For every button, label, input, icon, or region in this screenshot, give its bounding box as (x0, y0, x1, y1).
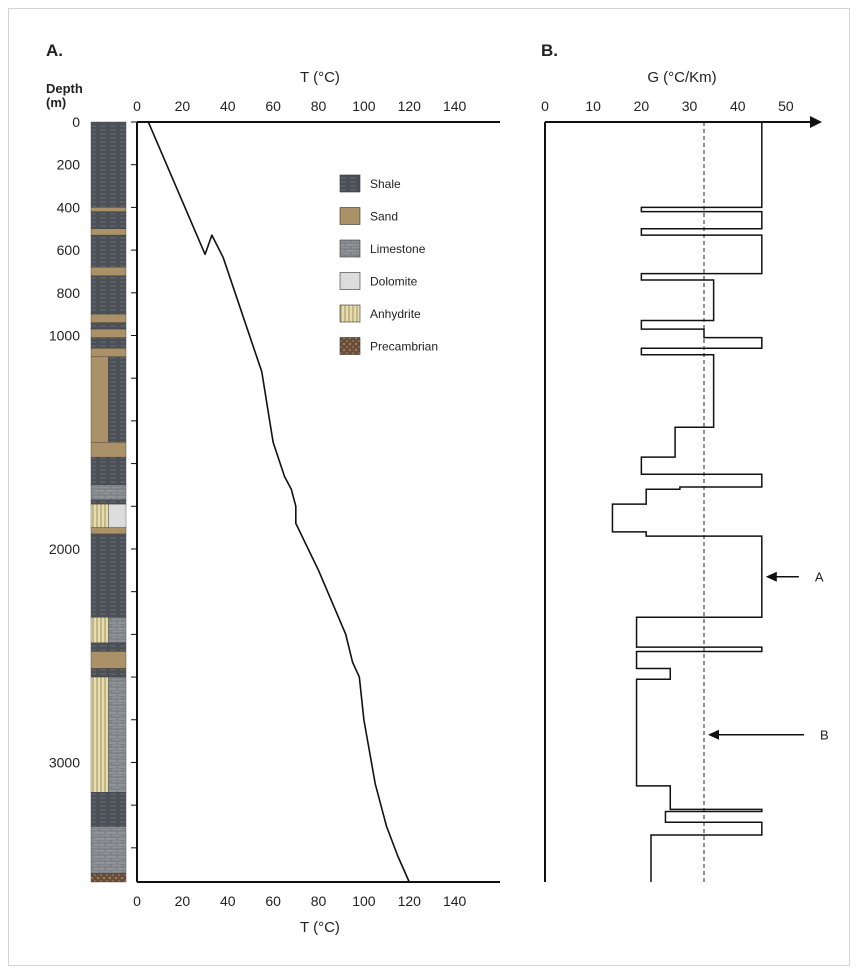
legend-swatch-sand (339, 207, 361, 225)
panel-a-ticks: 0 0 20 20 40 40 60 60 80 80 100 100 120 120 140 140 0 200… (49, 98, 467, 909)
lithology-column (90, 121, 127, 883)
lithology-unit-shale (90, 234, 127, 268)
lithology-unit-sand (90, 313, 127, 323)
gradient-tick-label: 0 (541, 98, 549, 114)
lithology-unit-shale (90, 337, 127, 349)
depth-axis-title-line1: Depth (46, 81, 83, 96)
lithology-unit-sand (90, 328, 127, 338)
depth-tick-label: 2000 (49, 541, 80, 557)
lithology-unit-dolomite (108, 503, 127, 528)
legend-swatch-dolomite (339, 272, 361, 290)
temperature-profile-line (147, 121, 410, 883)
panel-a-axes (136, 121, 500, 883)
lithology-unit-shale (90, 211, 127, 229)
gradient-tick-label: 30 (682, 98, 698, 114)
annotation-label-a: A (815, 570, 824, 585)
temperature-tick-bottom: 20 (175, 893, 191, 909)
lithology-unit-shale (90, 456, 127, 486)
depth-tick-label: 0 (72, 114, 80, 130)
temperature-tick-bottom: 140 (443, 893, 467, 909)
legend-label-shale: Shale (370, 177, 401, 191)
lithology-unit-sand (90, 207, 127, 212)
lithology-unit-anhydrite (90, 617, 109, 644)
legend-label-dolomite: Dolomite (370, 275, 418, 289)
legend-swatch-shale (339, 174, 361, 193)
figure-frame (8, 8, 850, 966)
temperature-tick-bottom: 40 (220, 893, 236, 909)
lithology-unit-sand (90, 266, 127, 276)
temperature-tick-top: 120 (398, 98, 422, 114)
lithology-unit-shale (90, 668, 127, 678)
legend-label-limestone: Limestone (370, 242, 426, 256)
lithology-unit-precambrian (90, 873, 127, 883)
depth-tick-label: 3000 (49, 754, 80, 770)
gradient-step-line (545, 121, 763, 882)
temperature-tick-top: 100 (352, 98, 376, 114)
temperature-tick-top: 40 (220, 98, 236, 114)
annotation-arrowhead-a (765, 571, 777, 582)
gradient-tick-label: 40 (730, 98, 746, 114)
gradient-series (545, 121, 763, 882)
temperature-tick-bottom: 60 (265, 893, 281, 909)
gradient-tick-label: 50 (778, 98, 794, 114)
temperature-tick-top: 20 (175, 98, 191, 114)
gradient-tick-label: 20 (634, 98, 650, 114)
legend-label-anhydrite: Anhydrite (370, 307, 421, 321)
lithology-unit-anhydrite (90, 676, 109, 793)
temperature-tick-bottom: 0 (133, 893, 141, 909)
lithology-unit-sand (90, 442, 127, 458)
lithology-unit-sand (90, 651, 127, 669)
lithology-unit-shale (90, 275, 127, 315)
lithology-unit-sand (90, 348, 127, 358)
gradient-annotations: AB (708, 570, 829, 743)
legend-swatch-limestone (339, 239, 361, 258)
lithology-unit-limestone (90, 826, 127, 874)
lithology-unit-shale (90, 499, 127, 505)
lithology-unit-shale (90, 121, 127, 208)
gradient-tick-label: 10 (585, 98, 601, 114)
panel-b-axes: 0 10 20 30 40 50 (541, 98, 822, 882)
lithology-unit-sand (90, 527, 127, 535)
depth-tick-label: 1000 (49, 327, 80, 343)
lithology-legend: Shale Sand Limestone Dolomite Anhydrite Preca… (339, 174, 438, 355)
depth-tick-label: 600 (57, 242, 81, 258)
temperature-tick-bottom: 80 (311, 893, 327, 909)
depth-tick-label: 800 (57, 285, 81, 301)
temperature-tick-bottom: 120 (398, 893, 422, 909)
panel-a-label: A. (46, 41, 63, 60)
legend-swatch-anhydrite (339, 304, 361, 323)
lithology-unit-shale (90, 533, 127, 618)
temperature-tick-top: 60 (265, 98, 281, 114)
lithology-unit-shale (90, 792, 127, 827)
lithology-unit-limestone (108, 676, 127, 793)
gradient-axis-title: G (°C/Km) (647, 69, 716, 86)
temperature-axis-title-bottom: T (°C) (300, 919, 340, 936)
legend-label-sand: Sand (370, 210, 398, 224)
temperature-axis-title-top: T (°C) (300, 69, 340, 86)
lithology-unit-limestone (90, 484, 127, 501)
annotation-label-b: B (820, 728, 829, 743)
temperature-series (147, 121, 410, 883)
lithology-unit-shale (90, 642, 127, 652)
lithology-unit-shale (108, 356, 127, 443)
depth-tick-label: 200 (57, 157, 81, 173)
legend-swatch-precambrian (339, 337, 361, 355)
legend-label-precambrian: Precambrian (370, 340, 438, 354)
temperature-tick-top: 0 (133, 98, 141, 114)
lithology-unit-sand (90, 356, 109, 443)
depth-axis-title-line2: (m) (46, 95, 66, 110)
temperature-tick-top: 80 (311, 98, 327, 114)
lithology-unit-limestone (108, 617, 127, 644)
annotation-arrowhead-b (708, 729, 719, 740)
temperature-tick-bottom: 100 (352, 893, 376, 909)
lithology-unit-sand (90, 228, 127, 236)
panel-b-label: B. (541, 41, 558, 60)
lithology-unit-shale (90, 322, 127, 330)
panel-b-axis-arrowhead (810, 116, 822, 128)
lithology-unit-anhydrite (90, 503, 109, 528)
temperature-tick-top: 140 (443, 98, 467, 114)
depth-tick-label: 400 (57, 199, 81, 215)
